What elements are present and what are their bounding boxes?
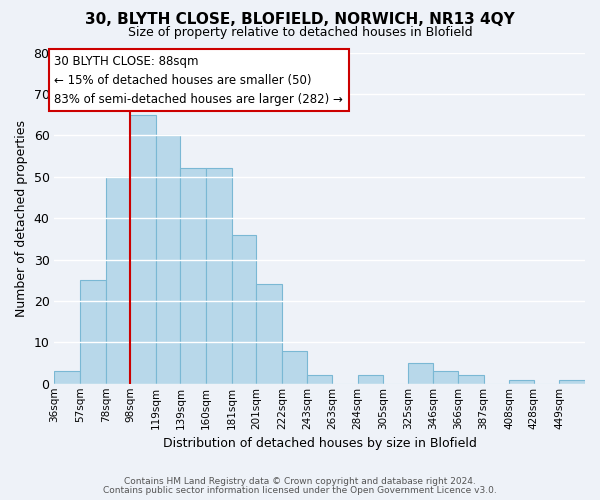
Bar <box>55 372 80 384</box>
Text: Contains public sector information licensed under the Open Government Licence v3: Contains public sector information licen… <box>103 486 497 495</box>
Bar <box>559 380 585 384</box>
Bar <box>408 363 433 384</box>
Bar <box>232 234 256 384</box>
Bar <box>156 136 181 384</box>
Bar <box>509 380 533 384</box>
Text: 30, BLYTH CLOSE, BLOFIELD, NORWICH, NR13 4QY: 30, BLYTH CLOSE, BLOFIELD, NORWICH, NR13… <box>85 12 515 28</box>
Bar <box>458 376 484 384</box>
Bar <box>307 376 332 384</box>
Bar <box>130 114 156 384</box>
Bar <box>256 284 282 384</box>
Text: Contains HM Land Registry data © Crown copyright and database right 2024.: Contains HM Land Registry data © Crown c… <box>124 477 476 486</box>
Bar <box>181 168 206 384</box>
X-axis label: Distribution of detached houses by size in Blofield: Distribution of detached houses by size … <box>163 437 476 450</box>
Bar <box>358 376 383 384</box>
Bar <box>282 350 307 384</box>
Bar <box>206 168 232 384</box>
Text: Size of property relative to detached houses in Blofield: Size of property relative to detached ho… <box>128 26 472 39</box>
Bar <box>433 372 458 384</box>
Bar <box>80 280 106 384</box>
Y-axis label: Number of detached properties: Number of detached properties <box>15 120 28 316</box>
Text: 30 BLYTH CLOSE: 88sqm
← 15% of detached houses are smaller (50)
83% of semi-deta: 30 BLYTH CLOSE: 88sqm ← 15% of detached … <box>55 54 343 106</box>
Bar <box>106 176 130 384</box>
